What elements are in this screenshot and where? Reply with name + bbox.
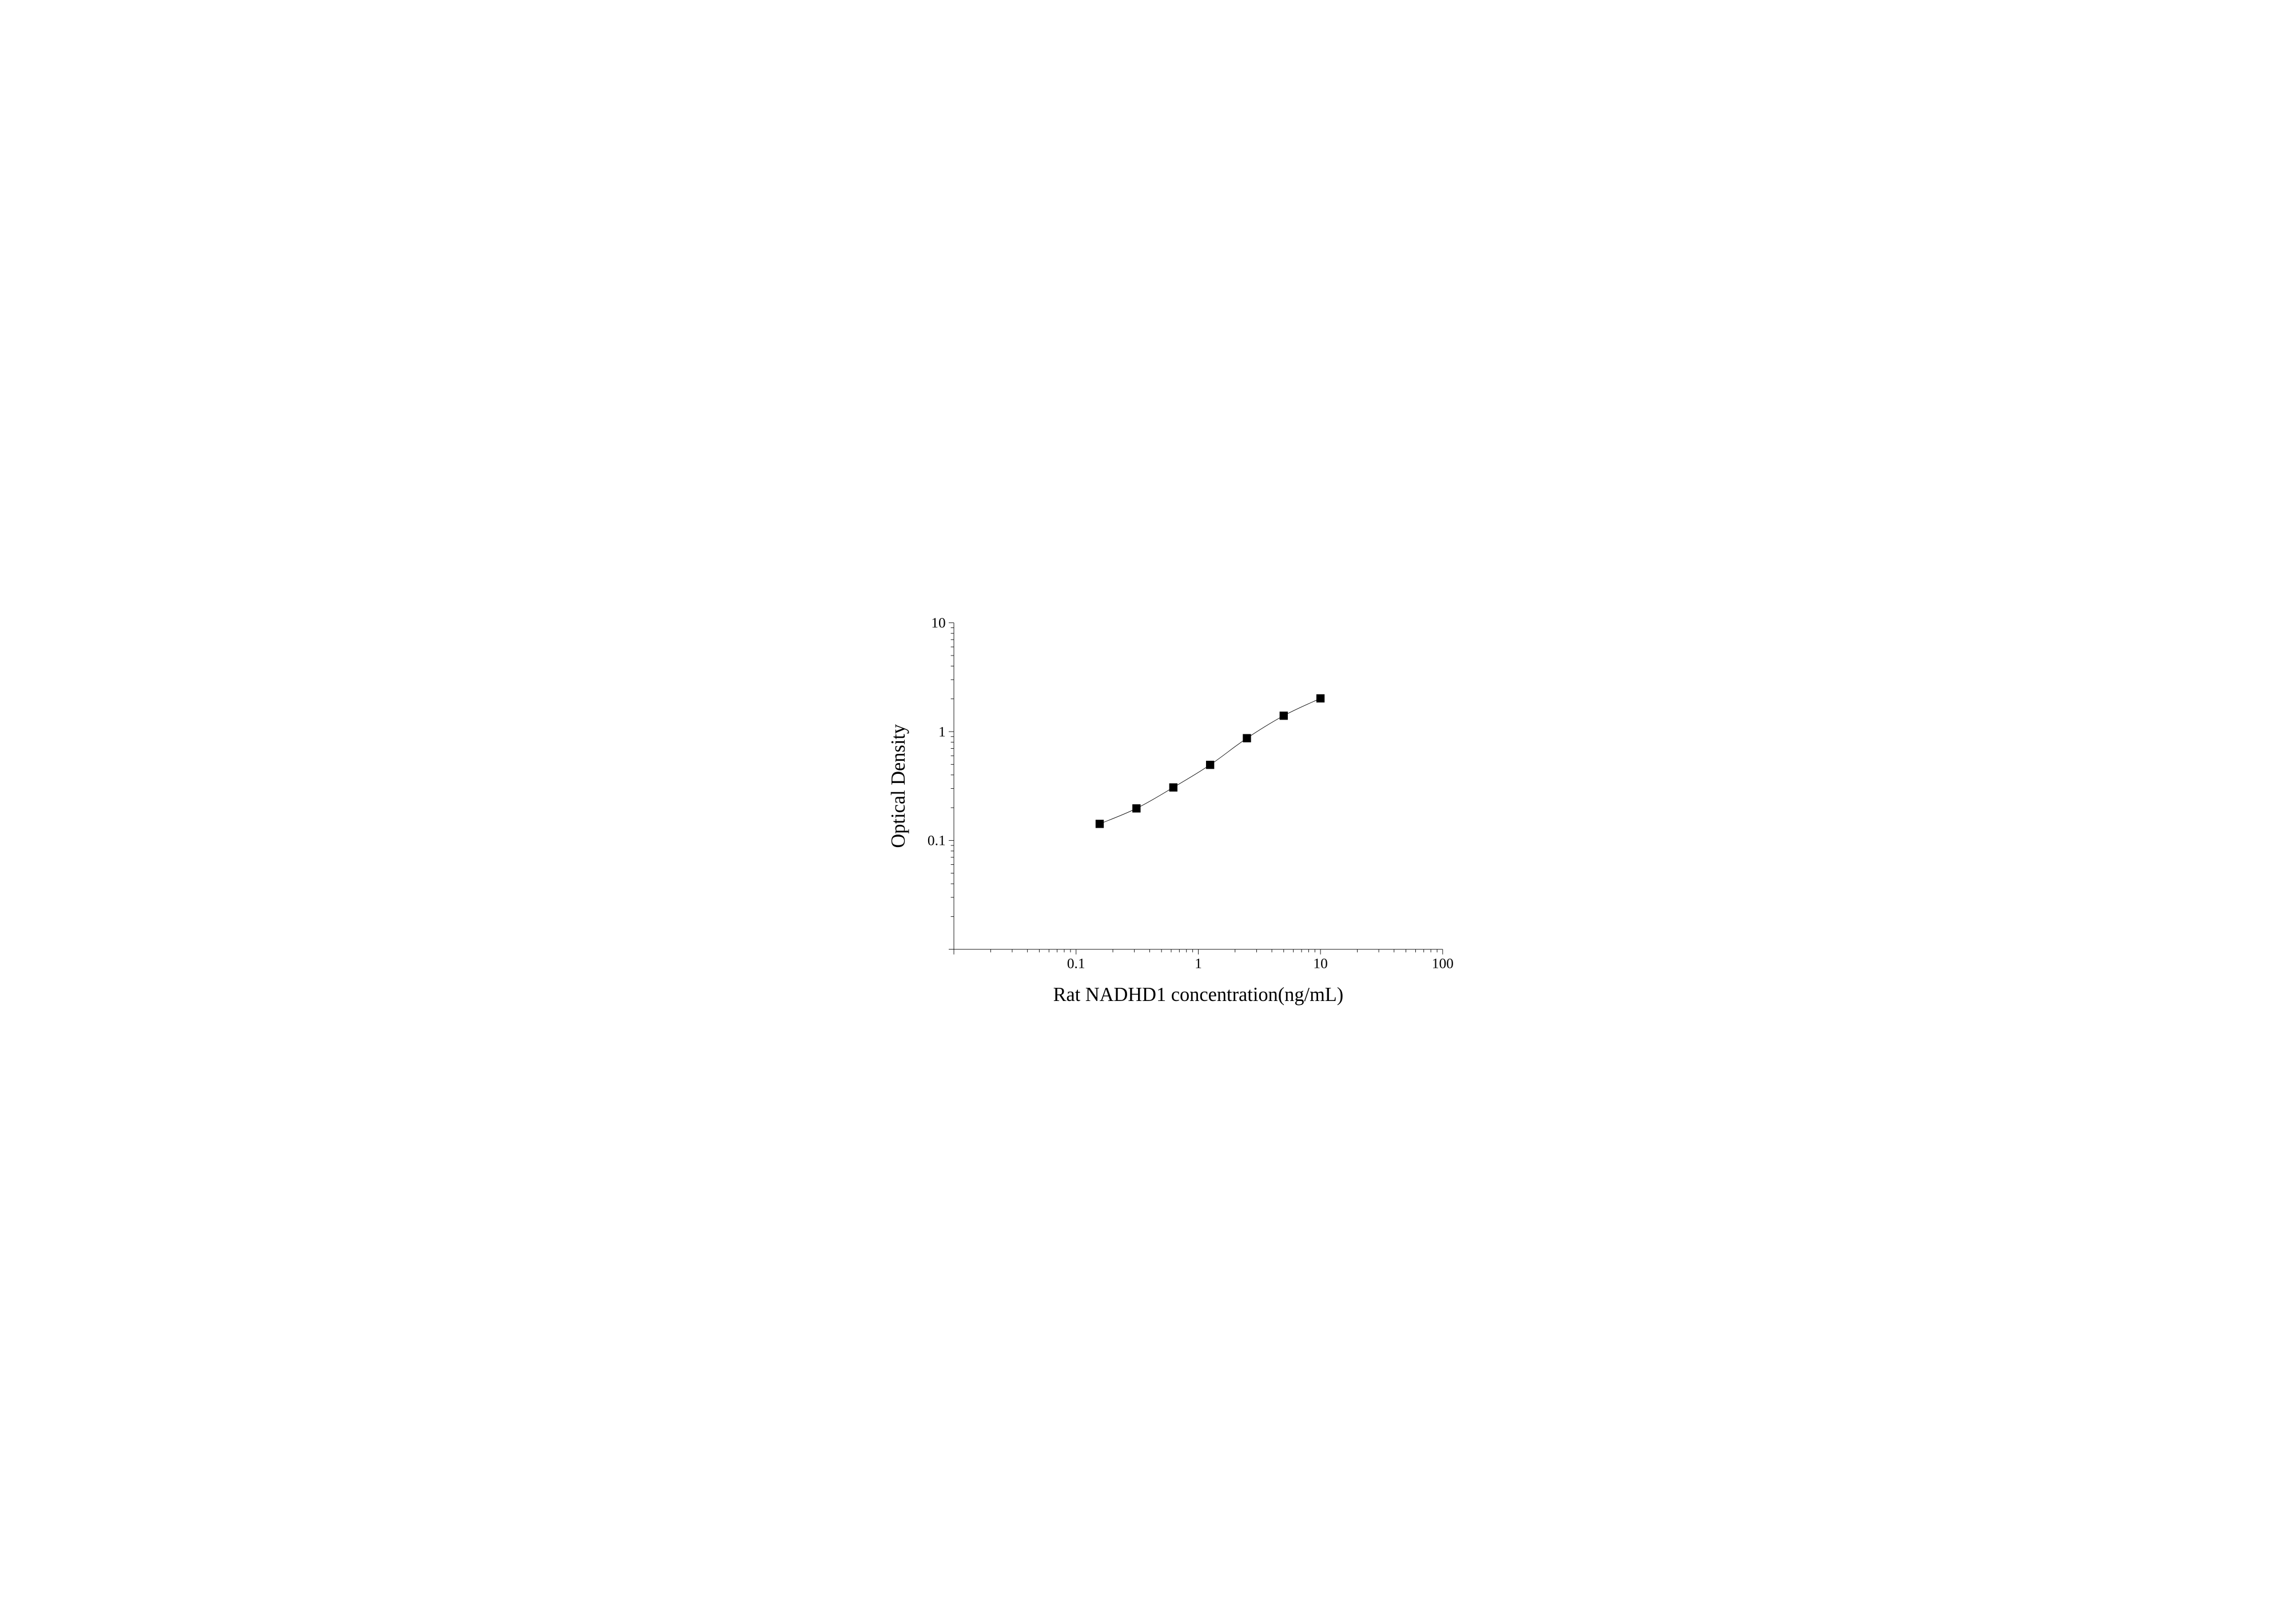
data-marker	[1279, 712, 1287, 720]
x-tick-label: 0.1	[1067, 955, 1085, 971]
x-tick-label: 100	[1431, 955, 1453, 971]
data-marker	[1243, 734, 1251, 742]
x-tick-label: 1	[1195, 955, 1202, 971]
data-marker	[1169, 783, 1177, 791]
data-marker	[1316, 694, 1324, 702]
y-tick-label: 10	[931, 615, 945, 631]
data-marker	[1095, 820, 1103, 828]
chart-container: 0.1 1 10 100 0.1 1 10 Rat NADHD1 concentration(…	[805, 563, 1491, 1043]
x-tick-label: 10	[1313, 955, 1327, 971]
chart-svg: 0.1 1 10 100 0.1 1 10 Rat NADHD1 concentration(…	[805, 563, 1491, 1043]
y-tick-label: 1	[938, 724, 945, 740]
y-tick-label: 0.1	[927, 832, 945, 848]
data-marker	[1132, 804, 1140, 812]
data-marker	[1205, 761, 1213, 769]
y-axis-label: Optical Density	[887, 724, 909, 848]
x-axis-label: Rat NADHD1 concentration(ng/mL)	[1053, 984, 1343, 1006]
